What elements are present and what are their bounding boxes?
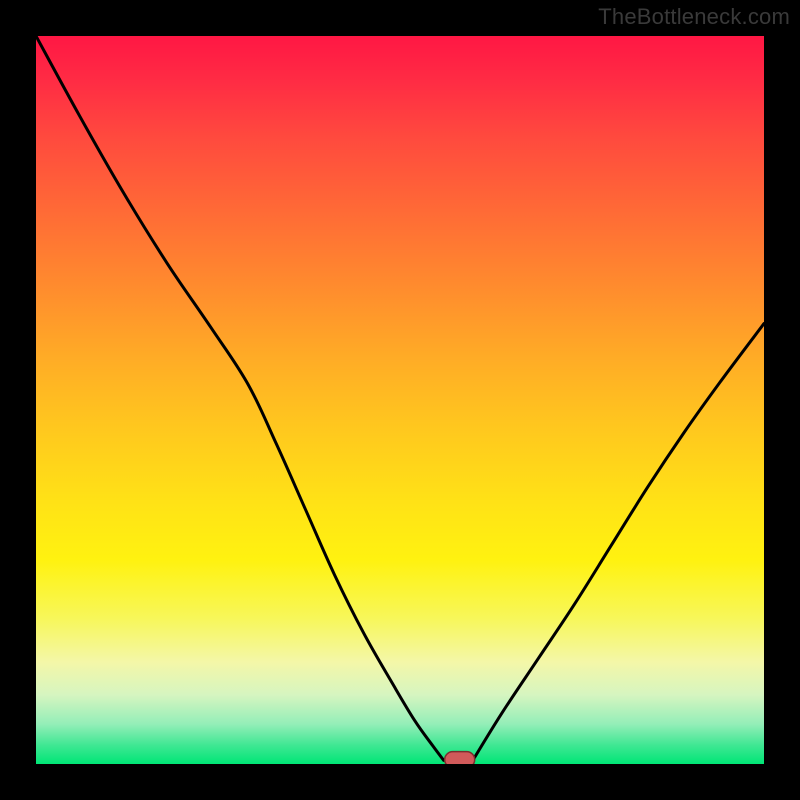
figure-root: TheBottleneck.com — [0, 0, 800, 800]
watermark-text: TheBottleneck.com — [598, 4, 790, 30]
plot-area — [36, 36, 764, 764]
